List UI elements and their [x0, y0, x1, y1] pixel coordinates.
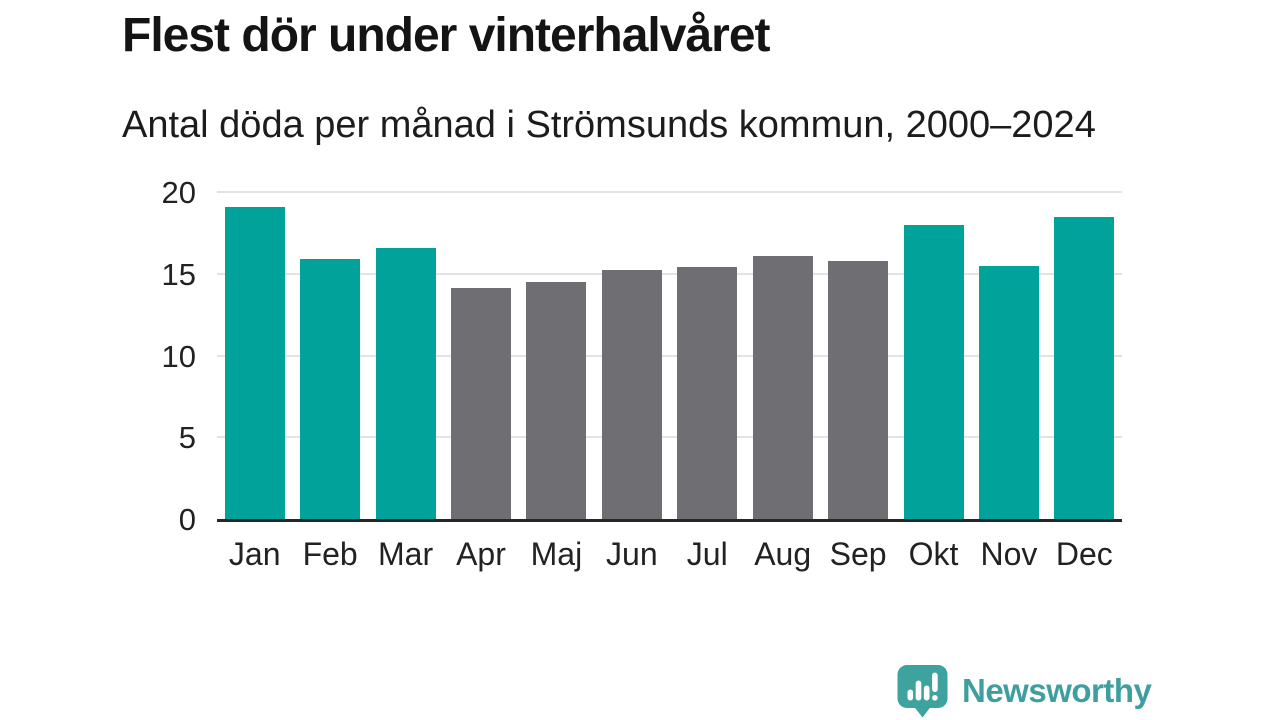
bar-feb [300, 259, 361, 519]
x-axis-label-jul: Jul [686, 536, 728, 572]
newsworthy-speech-bubble-bar-chart-icon [897, 665, 948, 718]
bar-band-nov [971, 192, 1046, 519]
bar-band-mar [368, 192, 443, 519]
x-axis-label-apr: Apr [456, 536, 506, 572]
x-axis-label-jun: Jun [606, 536, 658, 572]
bar-jul [677, 267, 738, 519]
bar-band-apr [443, 192, 518, 519]
bar-band-maj [519, 192, 594, 519]
x-axis-line [217, 519, 1122, 522]
y-tick-label-20: 20 [161, 175, 196, 210]
bar-jun [601, 270, 662, 519]
chart-title: Flest dör under vinterhalvåret [122, 9, 771, 62]
bar-band-dec [1047, 192, 1122, 519]
bar-sep [828, 260, 889, 519]
x-axis-label-jan: Jan [228, 536, 281, 572]
bar-nov [978, 265, 1039, 519]
gridline-15 [217, 272, 1122, 275]
y-tick-label-5: 5 [178, 420, 196, 456]
x-axis-labels: Jan Feb Mar Apr Maj Jun Jul Aug Sep Okt Nov Dec [217, 536, 1122, 573]
bar-band-jun [594, 192, 669, 519]
y-tick-label-0: 0 [178, 502, 196, 537]
bar-apr [450, 288, 511, 519]
bar-okt [903, 224, 964, 519]
bar-series [217, 192, 1122, 519]
bar-jan [224, 206, 285, 519]
bar-band-sep [820, 192, 895, 519]
bar-mar [375, 247, 436, 519]
gridline-5 [217, 436, 1122, 439]
x-axis-label-dec: Dec [1055, 536, 1113, 572]
x-axis-label-feb: Feb [302, 536, 358, 572]
bar-aug [752, 255, 813, 519]
chart-subtitle: Antal döda per månad i Strömsunds kommun… [122, 104, 1096, 146]
bar-dec [1054, 216, 1115, 519]
bar-band-okt [896, 192, 971, 519]
x-axis-label-nov: Nov [980, 536, 1038, 572]
newsworthy-logo: Newsworthy [895, 663, 1152, 719]
bar-maj [526, 281, 587, 519]
x-axis-label-sep: Sep [829, 536, 887, 572]
y-tick-label-15: 15 [161, 256, 196, 292]
plot-area [217, 191, 1122, 519]
brand-name: Newsworthy [962, 672, 1152, 709]
bar-chart: 0 5 10 15 20 Jan Feb Mar Apr Maj Jun Jul Aug Sep Okt N… [0, 175, 1280, 592]
bar-band-jul [670, 192, 745, 519]
gridline-10 [217, 354, 1122, 357]
bar-band-aug [745, 192, 820, 519]
y-tick-label-10: 10 [161, 338, 196, 374]
bar-band-jan [217, 192, 292, 519]
x-axis-label-maj: Maj [530, 536, 583, 572]
bar-band-feb [292, 192, 367, 519]
gridline-20 [217, 191, 1122, 193]
x-axis-label-mar: Mar [378, 536, 434, 572]
x-axis-label-aug: Aug [754, 536, 812, 572]
x-axis-label-okt: Okt [908, 536, 959, 572]
